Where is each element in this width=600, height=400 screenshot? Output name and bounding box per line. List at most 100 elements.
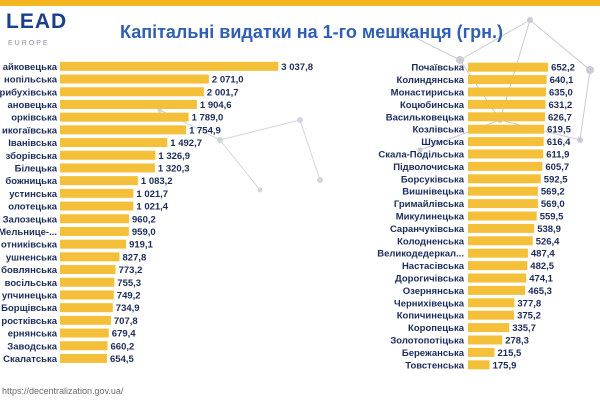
right-category-label: Підволочиська	[393, 162, 464, 173]
left-value-label: 1 320,3	[158, 163, 190, 174]
left-bar	[60, 188, 134, 198]
left-category-label: Іванівська	[8, 138, 57, 149]
left-bar	[60, 341, 108, 351]
left-value-label: 1 789,0	[192, 113, 224, 124]
right-value-label: 526,4	[536, 236, 560, 247]
right-bar	[468, 323, 510, 333]
top-accent-bar	[0, 0, 600, 6]
right-value-label: 538,9	[537, 224, 561, 235]
right-category-label: Гримайлівська	[394, 199, 465, 210]
right-value-label: 616,4	[547, 137, 571, 148]
left-value-label: 707,8	[114, 316, 138, 327]
source-link[interactable]: https://decentralization.gov.ua/	[2, 386, 124, 396]
left-value-label: 1 021,7	[136, 189, 168, 200]
left-bar	[60, 112, 189, 122]
left-value-label: 2 071,0	[212, 75, 244, 86]
right-category-label: Козлівська	[412, 125, 464, 136]
left-value-label: 2 001,7	[207, 87, 239, 98]
right-bar	[468, 360, 490, 370]
right-category-label: Настасівська	[402, 261, 465, 272]
left-bar	[60, 265, 116, 275]
left-bar	[60, 138, 168, 148]
right-bar	[468, 75, 547, 85]
left-bar	[60, 353, 107, 363]
right-category-label: Золотопотіцька	[390, 336, 464, 347]
left-value-label: 654,5	[110, 354, 134, 365]
left-bar	[60, 87, 204, 97]
left-value-label: 827,8	[123, 252, 147, 263]
right-value-label: 559,5	[540, 212, 564, 223]
right-bar	[468, 236, 533, 246]
left-value-label: 773,2	[119, 265, 143, 276]
right-value-label: 640,1	[550, 75, 574, 86]
right-bar	[468, 211, 537, 221]
right-category-label: Колодненська	[397, 236, 465, 247]
left-value-label: 660,2	[111, 341, 135, 352]
right-bar	[468, 161, 543, 171]
left-value-label: 1 083,2	[141, 176, 173, 187]
right-bar	[468, 124, 545, 134]
left-bar	[60, 239, 127, 249]
left-value-label: 734,9	[116, 303, 140, 314]
left-value-label: 1 754,9	[189, 125, 221, 136]
right-value-label: 611,9	[546, 150, 569, 161]
left-category-label: ернянська	[8, 329, 58, 340]
right-category-label: Коропецька	[408, 323, 465, 334]
right-value-label: 335,7	[512, 323, 536, 334]
left-value-label: 3 037,8	[281, 62, 313, 73]
left-category-label: ановецька	[7, 100, 57, 111]
right-bar	[468, 149, 544, 159]
right-category-label: Васильковецька	[386, 112, 465, 123]
left-value-label: 749,2	[117, 290, 141, 301]
right-value-label: 482,5	[530, 261, 554, 272]
left-category-label: Борщівська	[1, 303, 58, 314]
right-category-label: Великодедеркал...	[377, 249, 464, 260]
right-value-label: 465,3	[528, 286, 552, 297]
network-decoration	[397, 17, 594, 153]
left-category-label: Скалатська	[3, 354, 58, 365]
right-value-label: 605,7	[545, 162, 569, 173]
right-value-label: 569,0	[541, 199, 565, 210]
right-bar	[468, 335, 503, 345]
left-category-label: айковецька	[3, 62, 58, 73]
lead-logo: LEAD EUROPE	[6, 6, 76, 52]
right-value-label: 377,8	[517, 298, 541, 309]
left-bar	[60, 328, 109, 338]
right-bar	[468, 186, 538, 196]
left-bar	[60, 277, 115, 287]
right-bar	[468, 261, 528, 271]
logo-subtext: EUROPE	[8, 40, 50, 47]
left-value-label: 679,4	[112, 329, 136, 340]
right-bar	[468, 174, 541, 184]
right-category-label: Монастириська	[391, 88, 465, 99]
left-value-label: 959,0	[132, 227, 156, 238]
right-category-label: Озернянська	[403, 286, 465, 297]
left-bar-chart: айковецька 3 037,8 нопільська 2 071,0 рибухі…	[0, 61, 313, 365]
right-bar	[468, 310, 515, 320]
right-bar	[468, 298, 515, 308]
right-value-label: 215,5	[498, 348, 522, 359]
right-category-label: Колиндянська	[397, 75, 465, 86]
right-bar	[468, 62, 549, 72]
right-value-label: 569,2	[541, 187, 565, 198]
right-value-label: 375,2	[517, 311, 541, 322]
left-value-label: 1 326,9	[158, 151, 190, 162]
right-bar	[468, 99, 546, 109]
left-bar	[60, 290, 114, 300]
left-category-label: упчинецька	[2, 290, 58, 301]
right-category-label: Бережанська	[402, 348, 465, 359]
left-category-label: божницька	[5, 176, 57, 187]
right-category-label: Коцюбинська	[400, 100, 465, 111]
right-category-label: Чернихівецька	[394, 298, 465, 309]
left-value-label: 919,1	[129, 240, 153, 251]
left-bar	[60, 125, 187, 135]
right-category-label: Скала-Подільська	[378, 150, 464, 161]
left-bar	[60, 99, 197, 109]
right-bar	[468, 347, 495, 357]
right-bar	[468, 285, 526, 295]
right-value-label: 635,0	[549, 88, 573, 99]
left-category-label: ушненська	[6, 252, 58, 263]
left-value-label: 755,3	[117, 278, 141, 289]
left-category-label: зборівська	[6, 151, 58, 162]
right-bar	[468, 87, 546, 97]
